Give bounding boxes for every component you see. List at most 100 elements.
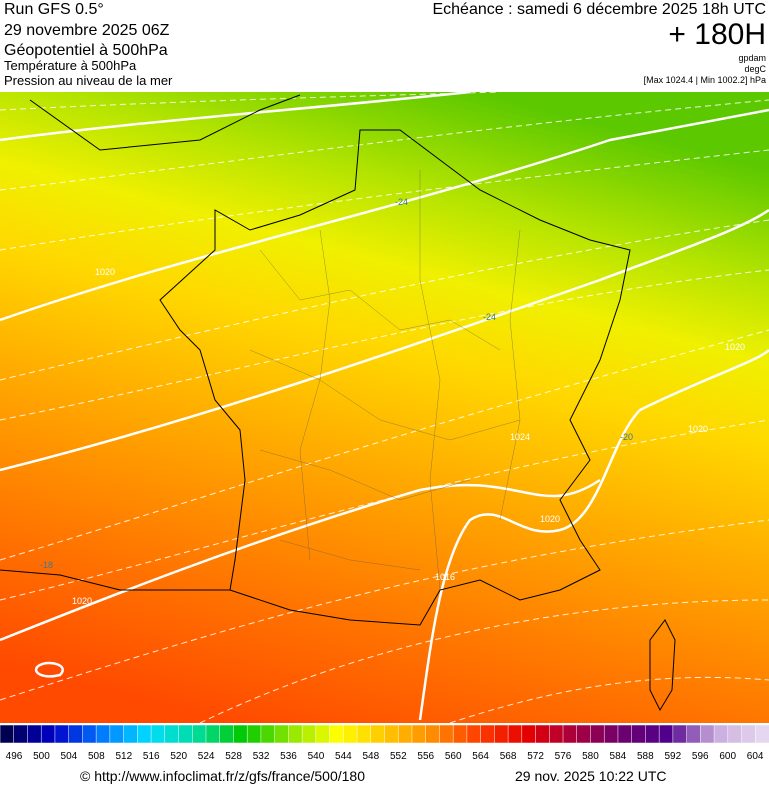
legend-swatch <box>370 724 386 744</box>
legend-label: 552 <box>390 751 407 762</box>
isobars <box>0 90 769 721</box>
legend-swatch <box>109 724 125 744</box>
legend-swatch <box>452 724 468 744</box>
borders <box>249 170 521 591</box>
legend-swatch <box>521 724 537 744</box>
legend-label: 584 <box>610 751 627 762</box>
legend-swatch <box>192 724 207 744</box>
unit-label: [Max 1024.4 | Min 1002.2] hPa <box>644 75 766 85</box>
legend-swatch <box>603 724 619 744</box>
unit-label: gpdam <box>738 53 766 63</box>
contour-label: 1020 <box>540 514 560 524</box>
legend-label: 564 <box>472 751 489 762</box>
legend-swatch <box>246 724 262 744</box>
legend-swatch <box>123 724 139 744</box>
forecast-time: Echéance : samedi 6 décembre 2025 18h UT… <box>432 1 766 18</box>
legend-label: 556 <box>417 751 434 762</box>
legend-swatch <box>260 724 276 744</box>
legend-label: 560 <box>445 751 462 762</box>
legend-swatch <box>658 724 674 744</box>
legend-swatch <box>150 724 166 744</box>
legend-label: 572 <box>527 751 544 762</box>
legend-label: 580 <box>582 751 599 762</box>
contour-label: 1020 <box>688 424 708 434</box>
legend-swatch <box>205 724 221 744</box>
legend-label: 536 <box>280 751 297 762</box>
legend-swatch <box>535 724 551 744</box>
legend-swatch <box>755 724 769 744</box>
contour-label: -24 <box>483 312 496 322</box>
legend-swatch <box>356 724 372 744</box>
legend-label: 600 <box>719 751 736 762</box>
legend-label: 508 <box>88 751 105 762</box>
contour-label: 1016 <box>435 572 455 582</box>
legend-swatch <box>82 724 97 744</box>
legend-swatch <box>329 724 345 744</box>
legend-swatch <box>411 724 427 744</box>
header-line: Température à 500hPa <box>4 58 137 73</box>
legend-swatch <box>439 724 454 744</box>
legend-label: 568 <box>500 751 517 762</box>
legend-label: 500 <box>33 751 50 762</box>
legend-swatch <box>700 724 715 744</box>
contour-label: 1020 <box>725 342 745 352</box>
contour-label: -18 <box>40 560 53 570</box>
legend-label: 524 <box>198 751 215 762</box>
legend-swatch <box>672 724 688 744</box>
legend-swatch <box>397 724 413 744</box>
legend-swatch <box>590 724 605 744</box>
legend-swatch <box>68 724 84 744</box>
legend-label: 512 <box>115 751 132 762</box>
contour-label: -20 <box>620 432 633 442</box>
legend-swatch <box>178 724 193 744</box>
legend-swatch <box>384 724 399 744</box>
legend-swatch <box>301 724 317 744</box>
legend-swatch <box>0 724 15 744</box>
legend-label: 516 <box>143 751 160 762</box>
legend-swatch <box>27 724 42 744</box>
legend-swatch <box>219 724 235 744</box>
legend-swatch <box>562 724 578 744</box>
legend-swatch <box>315 724 331 744</box>
legend-swatch <box>425 724 441 744</box>
legend-swatch <box>576 724 592 744</box>
legend-swatch <box>645 724 660 744</box>
legend-label: 528 <box>225 751 242 762</box>
header-line: Pression au niveau de la mer <box>4 73 173 88</box>
header-line: Run GFS 0.5° <box>4 1 104 18</box>
footer-timestamp: 29 nov. 2025 10:22 UTC <box>515 768 667 784</box>
legend-swatch <box>164 724 180 744</box>
legend-swatch <box>137 724 152 744</box>
map-background <box>0 92 769 723</box>
legend-label: 596 <box>692 751 709 762</box>
legend-swatch <box>549 724 564 744</box>
legend-swatch <box>686 724 702 744</box>
legend-swatch <box>631 724 647 744</box>
lead-time: + 180H <box>668 18 766 51</box>
unit-label: degC <box>744 64 766 74</box>
legend-label: 520 <box>170 751 187 762</box>
temperature-contours <box>0 91 769 724</box>
contour-label: 1020 <box>72 596 92 606</box>
legend-label: 540 <box>308 751 325 762</box>
legend-swatch <box>40 724 56 744</box>
header-line: Géopotentiel à 500hPa <box>4 42 168 59</box>
legend-swatch <box>233 724 248 744</box>
legend-swatch <box>95 724 111 744</box>
legend-swatch <box>466 724 482 744</box>
legend-swatch <box>343 724 358 744</box>
legend-label: 576 <box>555 751 572 762</box>
legend-label: 592 <box>664 751 681 762</box>
legend-swatch <box>727 724 743 744</box>
legend-label: 532 <box>253 751 270 762</box>
legend-swatch <box>480 724 496 744</box>
legend-label: 496 <box>6 751 23 762</box>
contour-label: 1020 <box>95 267 115 277</box>
legend-swatch <box>54 724 70 744</box>
legend-swatch <box>741 724 757 744</box>
header-line: 29 novembre 2025 06Z <box>4 22 170 39</box>
contour-label: -24 <box>395 197 408 207</box>
legend-swatch <box>13 724 29 744</box>
legend-swatch <box>494 724 509 744</box>
footer-url: © http://www.infoclimat.fr/z/gfs/france/… <box>80 768 365 784</box>
